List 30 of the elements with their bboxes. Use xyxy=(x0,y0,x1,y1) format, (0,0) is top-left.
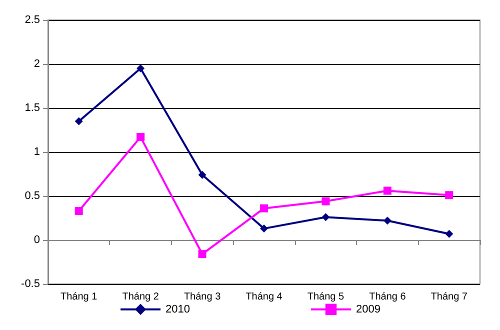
x-tick-label: Tháng 2 xyxy=(122,292,160,302)
y-tick-label: 2.5 xyxy=(24,14,40,26)
point xyxy=(260,204,268,212)
point xyxy=(445,230,454,238)
point xyxy=(260,224,268,233)
x-tick-label: Tháng 3 xyxy=(184,292,222,302)
x-tick-label: Tháng 4 xyxy=(246,292,283,302)
point xyxy=(383,186,392,195)
point xyxy=(383,216,392,225)
x-tick-label: Tháng 1 xyxy=(60,292,98,302)
y-tick-label: -0.5 xyxy=(21,278,40,290)
point xyxy=(74,117,83,126)
x-tick-label: Tháng 6 xyxy=(369,292,406,302)
y-tick-label: 1.5 xyxy=(24,102,40,114)
point xyxy=(322,197,330,206)
y-tick-label: 0 xyxy=(34,234,40,246)
x-tick-label: Tháng 5 xyxy=(307,292,344,302)
point xyxy=(198,250,206,258)
y-tick-label: 0.5 xyxy=(24,190,40,202)
point xyxy=(136,64,145,72)
point xyxy=(136,133,145,142)
point xyxy=(322,213,330,222)
y-tick-label: 1 xyxy=(34,146,40,158)
point xyxy=(198,170,206,179)
x-tick-label: Tháng 7 xyxy=(430,292,468,302)
legend-label: 2010 xyxy=(166,303,190,316)
y-tick-label: 2 xyxy=(34,58,40,70)
point xyxy=(445,191,454,200)
legend-label: 2009 xyxy=(356,303,380,316)
point xyxy=(74,206,83,215)
